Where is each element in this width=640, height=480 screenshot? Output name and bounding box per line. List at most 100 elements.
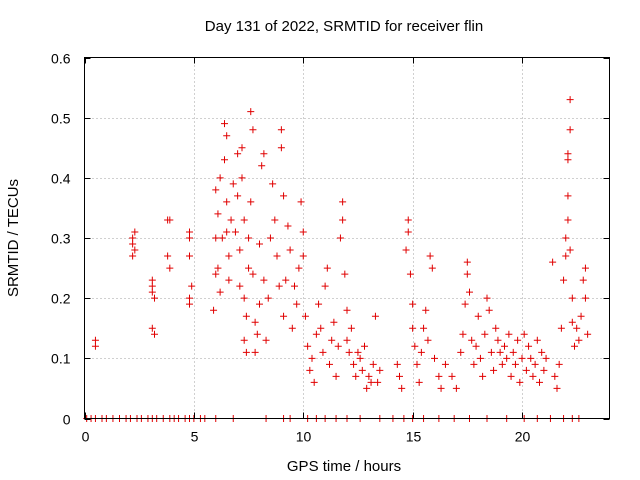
data-point <box>483 294 491 302</box>
data-point <box>223 132 231 140</box>
data-point <box>236 246 244 254</box>
data-point <box>166 216 174 224</box>
data-point <box>129 234 137 242</box>
x-tick-label: 0 <box>82 429 90 445</box>
data-point <box>562 252 570 260</box>
data-point <box>376 366 384 374</box>
data-point <box>262 336 270 344</box>
data-point <box>470 360 478 368</box>
data-point <box>251 318 259 326</box>
data-point <box>225 276 233 284</box>
data-point <box>299 228 307 236</box>
data-point <box>424 336 432 344</box>
data-point <box>284 222 292 230</box>
data-point <box>529 372 537 380</box>
data-point <box>350 360 358 368</box>
data-point <box>435 372 443 380</box>
data-point <box>505 330 513 338</box>
chart-title: Day 131 of 2022, SRMTID for receiver fli… <box>205 18 483 35</box>
data-points <box>83 96 592 422</box>
data-point <box>234 150 242 158</box>
data-point <box>323 264 331 272</box>
data-point <box>396 372 403 380</box>
data-point <box>245 264 253 272</box>
data-point <box>437 384 445 392</box>
x-axis-label: GPS time / hours <box>287 458 401 475</box>
data-point <box>238 144 246 152</box>
data-point <box>551 372 559 380</box>
data-point <box>577 312 585 320</box>
data-point <box>277 126 285 134</box>
data-point <box>553 384 561 392</box>
data-point <box>280 192 288 200</box>
y-tick-label: 0.3 <box>51 231 71 247</box>
data-point <box>214 210 222 218</box>
data-point <box>328 336 336 344</box>
data-point <box>247 198 255 206</box>
data-point <box>238 174 246 182</box>
grid <box>84 57 610 419</box>
data-point <box>347 324 355 332</box>
data-point <box>339 198 347 206</box>
data-point <box>571 342 578 350</box>
data-point <box>319 348 327 356</box>
data-point <box>584 330 592 338</box>
data-point <box>249 270 257 278</box>
data-point <box>317 324 325 332</box>
data-point <box>369 360 377 368</box>
y-tick-label: 0.2 <box>51 291 71 307</box>
data-point <box>186 300 193 308</box>
data-point <box>245 234 253 242</box>
data-point <box>310 378 318 386</box>
data-point <box>507 372 515 380</box>
data-point <box>148 288 156 296</box>
data-point <box>406 270 414 278</box>
data-point <box>186 252 193 260</box>
data-point <box>481 330 489 338</box>
x-tick-label: 10 <box>296 429 312 445</box>
data-point <box>518 354 526 362</box>
data-point <box>334 342 342 350</box>
data-point <box>223 198 231 206</box>
data-point <box>494 336 502 344</box>
x-tick-label: 20 <box>515 429 531 445</box>
axis-ticks: 0 0.1 0.2 0.3 0.4 0.5 0.6 0 5 10 15 20 <box>51 51 610 445</box>
data-point <box>520 330 528 338</box>
data-point <box>428 264 436 272</box>
data-point <box>277 144 285 152</box>
data-point <box>295 264 303 272</box>
y-axis-label: SRMTID / TECUs <box>5 179 22 297</box>
data-point <box>365 372 373 380</box>
data-point <box>459 330 467 338</box>
data-point <box>498 360 506 368</box>
data-point <box>542 354 550 362</box>
data-point <box>341 270 349 278</box>
data-point <box>420 324 428 332</box>
data-point <box>402 246 410 254</box>
data-point <box>151 330 158 338</box>
data-point <box>431 354 438 362</box>
data-point <box>164 252 172 260</box>
data-point <box>496 348 504 356</box>
data-point <box>466 288 473 296</box>
data-point <box>260 150 268 158</box>
data-point <box>426 252 434 260</box>
data-point <box>210 306 218 314</box>
y-tick-label: 0.5 <box>51 111 71 127</box>
data-point <box>231 228 239 236</box>
data-point <box>332 372 340 380</box>
data-point <box>345 348 353 356</box>
data-point <box>476 354 484 362</box>
data-point <box>531 360 539 368</box>
data-point <box>361 342 368 350</box>
y-tick-label: 0 <box>63 412 71 428</box>
data-point <box>266 234 274 242</box>
data-point <box>336 234 344 242</box>
data-point <box>413 360 421 368</box>
data-point <box>151 294 158 302</box>
data-point <box>492 324 500 332</box>
data-point <box>212 186 220 194</box>
data-point <box>242 348 250 356</box>
data-point <box>129 252 137 260</box>
data-point <box>256 240 263 248</box>
